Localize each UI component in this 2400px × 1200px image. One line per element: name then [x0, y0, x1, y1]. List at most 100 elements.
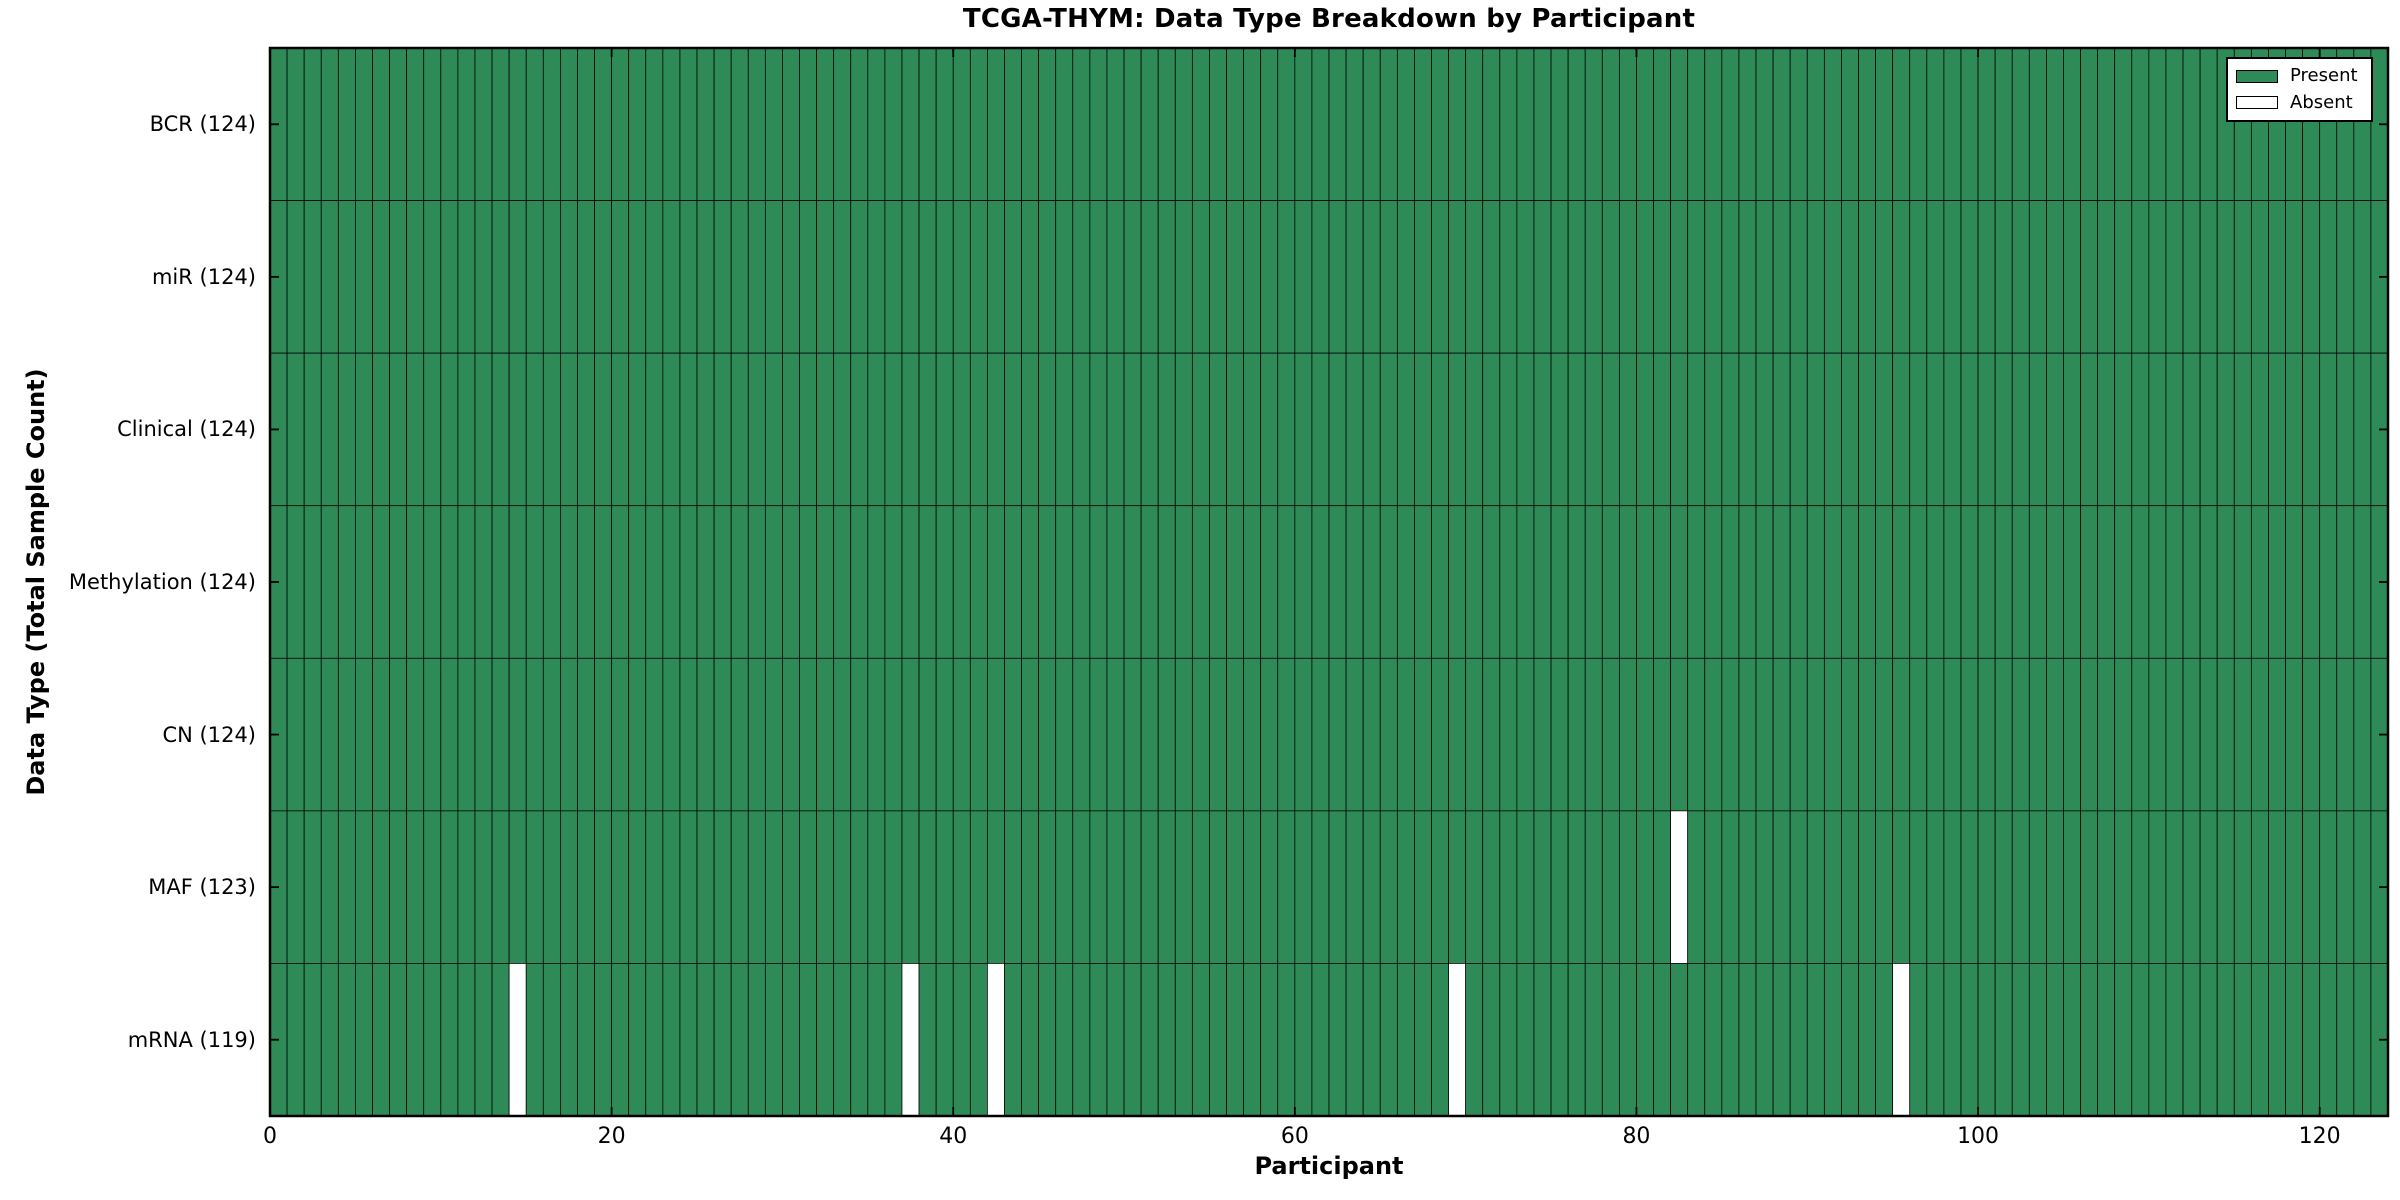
- heatmap-cell: [987, 200, 1005, 354]
- heatmap-cell: [1584, 352, 1603, 507]
- legend-swatch-absent: [2236, 96, 2278, 110]
- heatmap-cell: [491, 657, 510, 812]
- heatmap-cell: [1021, 657, 1040, 812]
- heatmap-cell: [303, 200, 322, 354]
- heatmap-cell: [611, 810, 630, 964]
- heatmap-cell: [2097, 505, 2116, 659]
- heatmap-cell: [355, 47, 373, 201]
- heatmap-cell: [1157, 47, 1176, 201]
- heatmap-cell: [662, 657, 681, 812]
- heatmap-cell: [662, 200, 681, 354]
- heatmap-cell: [1738, 810, 1757, 964]
- heatmap-cell: [1858, 200, 1876, 354]
- heatmap-cell: [1157, 200, 1176, 354]
- heatmap-cell: [2268, 810, 2286, 964]
- heatmap-cell: [816, 352, 835, 507]
- heatmap-cell: [850, 352, 869, 507]
- heatmap-cell: [2182, 657, 2201, 812]
- heatmap-cell: [1909, 47, 1928, 201]
- heatmap-cell: [1738, 963, 1757, 1117]
- heatmap-cell: [1106, 47, 1125, 201]
- heatmap-cell: [542, 963, 561, 1117]
- heatmap-cell: [1328, 200, 1347, 354]
- heatmap-cell: [1875, 810, 1894, 964]
- heatmap-cell: [1191, 200, 1210, 354]
- heatmap-cell: [1567, 810, 1586, 964]
- heatmap-cell: [1294, 657, 1313, 812]
- heatmap-cell: [2199, 963, 2218, 1117]
- heatmap-cell: [1414, 352, 1432, 507]
- heatmap-cell: [1550, 963, 1569, 1117]
- heatmap-cell: [1072, 352, 1091, 507]
- heatmap-cell: [1584, 200, 1603, 354]
- heatmap-cell: [1875, 505, 1894, 659]
- heatmap-cell: [508, 352, 527, 507]
- heatmap-cell: [1926, 47, 1945, 201]
- heatmap-cell: [918, 963, 937, 1117]
- heatmap-cell: [1618, 505, 1637, 659]
- plot-border: [268, 46, 2390, 1118]
- heatmap-cell: [577, 200, 595, 354]
- heatmap-cell: [1977, 810, 1996, 964]
- heatmap-cell: [730, 657, 749, 812]
- heatmap-cell: [1653, 47, 1671, 201]
- heatmap-cell: [1653, 963, 1671, 1117]
- heatmap-cell: [355, 810, 373, 964]
- heatmap-cell: [1209, 200, 1227, 354]
- heatmap-cell: [2302, 657, 2321, 812]
- heatmap-cell: [1089, 352, 1108, 507]
- heatmap-cell: [1106, 200, 1125, 354]
- heatmap-cell: [1533, 505, 1552, 659]
- heatmap-cell: [457, 963, 476, 1117]
- heatmap-cell: [1653, 352, 1671, 507]
- heatmap-cell: [423, 657, 442, 812]
- heatmap-cell: [2319, 963, 2338, 1117]
- heatmap-cell: [2336, 505, 2355, 659]
- heatmap-cell: [1004, 47, 1022, 201]
- heatmap-cell: [987, 352, 1005, 507]
- heatmap-cell: [1670, 200, 1689, 354]
- heatmap-cell: [1465, 47, 1484, 201]
- heatmap-cell: [628, 505, 647, 659]
- heatmap-cell: [884, 505, 903, 659]
- heatmap-cell: [1277, 810, 1296, 964]
- heatmap-cell: [2148, 505, 2167, 659]
- heatmap-cell: [867, 200, 886, 354]
- heatmap-cell: [2063, 963, 2081, 1117]
- heatmap-cell: [355, 963, 373, 1117]
- heatmap-cell: [867, 505, 886, 659]
- heatmap-cell: [1140, 810, 1159, 964]
- heatmap-cell: [1584, 963, 1603, 1117]
- heatmap-cell: [1055, 963, 1074, 1117]
- heatmap-cell: [559, 352, 578, 507]
- heatmap-cell: [1636, 963, 1654, 1117]
- heatmap-cell: [816, 963, 835, 1117]
- heatmap-cell: [952, 810, 971, 964]
- heatmap-cell: [1038, 963, 1057, 1117]
- heatmap-cell: [1499, 200, 1518, 354]
- heatmap-cell: [1892, 47, 1911, 201]
- heatmap-cell: [1379, 505, 1398, 659]
- heatmap-cell: [525, 200, 544, 354]
- heatmap-cell: [1601, 810, 1620, 964]
- heatmap-cell: [799, 963, 817, 1117]
- heatmap-cell: [1823, 352, 1842, 507]
- heatmap-cell: [1704, 810, 1723, 964]
- heatmap-cell: [1499, 810, 1518, 964]
- heatmap-cell: [1294, 963, 1313, 1117]
- heatmap-cell: [286, 963, 305, 1117]
- heatmap-cell: [850, 505, 869, 659]
- heatmap-cell: [2046, 505, 2064, 659]
- heatmap-cell: [713, 200, 732, 354]
- heatmap-cell: [1004, 505, 1022, 659]
- heatmap-cell: [1670, 657, 1689, 812]
- heatmap-cell: [1277, 963, 1296, 1117]
- heatmap-cell: [1943, 47, 1962, 201]
- heatmap-cell: [1721, 352, 1740, 507]
- heatmap-cell: [1994, 810, 2013, 964]
- heatmap-cell: [1636, 810, 1654, 964]
- heatmap-cell: [713, 657, 732, 812]
- heatmap-cell: [1875, 963, 1894, 1117]
- heatmap-cell: [1191, 505, 1210, 659]
- heatmap-cell: [918, 352, 937, 507]
